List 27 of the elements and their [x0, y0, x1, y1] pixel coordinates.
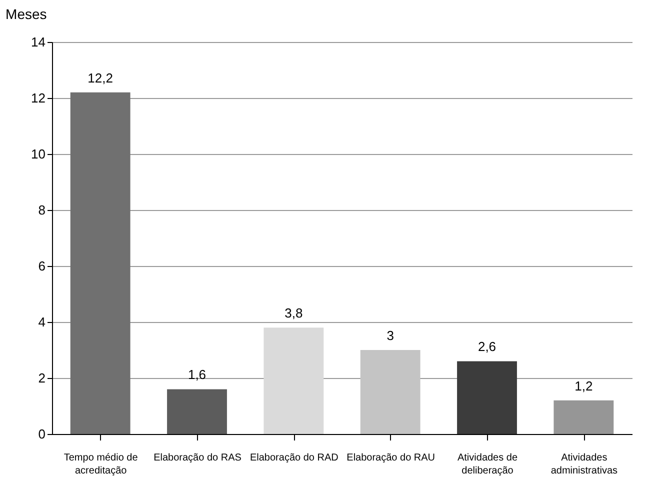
y-axis-title: Meses — [6, 6, 47, 22]
data-label: 2,6 — [478, 339, 496, 354]
y-tick-label: 10 — [31, 146, 46, 162]
y-tick-label: 0 — [38, 426, 46, 442]
x-tick-label: Tempo médio de acreditação — [64, 452, 138, 476]
bar — [70, 92, 130, 434]
bar — [167, 389, 227, 434]
y-tick-label: 4 — [38, 314, 46, 330]
x-tick-label: Atividades administrativas — [550, 452, 618, 476]
y-tick-label: 12 — [31, 90, 46, 106]
x-tick-label: Elaboração do RAS — [154, 452, 242, 464]
bar — [457, 361, 517, 434]
data-label: 3,8 — [284, 306, 303, 321]
x-tick-label: Elaboração do RAU — [346, 452, 436, 464]
data-label: 1,6 — [188, 367, 206, 382]
y-tick-label: 8 — [38, 202, 46, 218]
bar — [360, 350, 420, 434]
data-label: 3 — [386, 328, 394, 343]
y-tick-label: 6 — [38, 258, 46, 274]
data-label: 1,2 — [574, 378, 593, 394]
y-tick-label: 14 — [31, 34, 46, 50]
y-tick-label: 2 — [38, 370, 46, 386]
x-tick-label: Atividades de deliberação — [457, 452, 518, 476]
data-label: 12,2 — [88, 70, 113, 86]
x-tick-label: Elaboração do RAD — [250, 452, 338, 464]
bar — [554, 400, 614, 434]
bar — [264, 328, 324, 434]
